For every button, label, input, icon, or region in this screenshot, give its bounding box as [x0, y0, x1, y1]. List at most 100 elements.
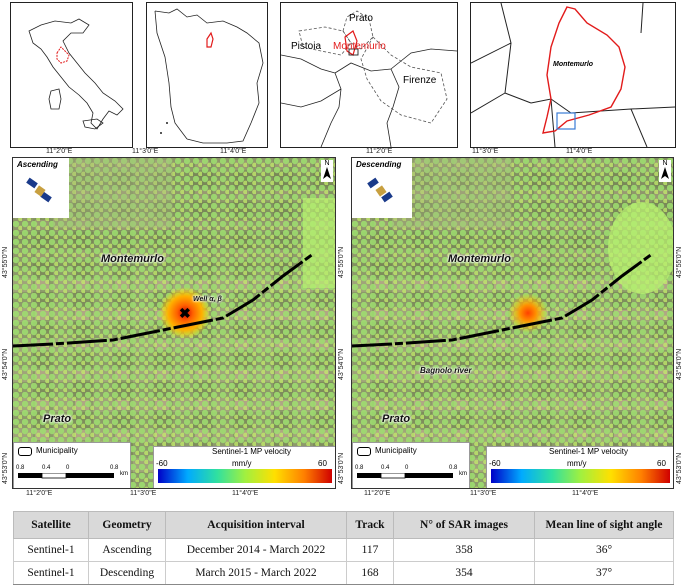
cell-geometry: Descending — [88, 561, 166, 585]
descending-velocity-map: Descending N Montemurlo Bagnolo river Pr… — [351, 157, 674, 489]
cell-satellite: Sentinel-1 — [13, 561, 89, 585]
velocity-max-label: 60 — [318, 459, 327, 468]
velocity-min-label: -60 — [489, 459, 501, 468]
x-grid-label-5: 11°3'0"E — [472, 148, 499, 155]
velocity-unit-label: mm/y — [232, 459, 252, 468]
descending-badge: Descending — [352, 158, 412, 218]
prato-label: Prato — [349, 13, 373, 24]
ascending-title: Ascending — [17, 160, 58, 169]
descending-title: Descending — [356, 160, 402, 169]
x-grid-label-3: 11°4'0"E — [220, 148, 247, 155]
scale-tick-3: 0 — [405, 465, 409, 471]
y-grid-label-right-1: 43°55'0"N — [676, 246, 683, 278]
satellite-icon — [26, 177, 52, 203]
scale-unit: km — [459, 471, 467, 477]
municipality-legend-swatch — [357, 447, 371, 456]
descending-prato-label: Prato — [382, 413, 411, 425]
north-arrow: N — [659, 160, 671, 182]
municipality-legend-label: Municipality — [375, 446, 417, 455]
scale-tick-1: 0.8 — [16, 465, 25, 471]
acquisition-table: Satellite Geometry Acquisition interval … — [13, 511, 674, 585]
municipality-legend-swatch — [18, 447, 32, 456]
header-acquisition-interval: Acquisition interval — [165, 511, 347, 539]
ascending-montemurlo-label: Montemurlo — [101, 253, 164, 265]
y-grid-label-left-3: 43°53'0"N — [2, 452, 9, 484]
cell-sar-images: 358 — [393, 538, 535, 562]
x-grid-label-6: 11°4'0"E — [566, 148, 593, 155]
x-grid-label-bottom-4: 11°2'0"E — [364, 490, 391, 497]
descending-satellite-imagery — [352, 158, 673, 488]
y-grid-label-right-3: 43°53'0"N — [676, 452, 683, 484]
municipality-outline — [471, 3, 675, 147]
cell-interval: March 2015 - March 2022 — [165, 561, 347, 585]
cell-track: 168 — [346, 561, 394, 585]
y-grid-label-mid-3: 43°53'0"N — [338, 452, 345, 484]
cell-track: 117 — [346, 538, 394, 562]
cell-satellite: Sentinel-1 — [13, 538, 89, 562]
x-grid-label-1: 11°2'0"E — [46, 148, 73, 155]
table-header-row: Satellite Geometry Acquisition interval … — [13, 511, 674, 539]
scale-tick-1: 0.8 — [355, 465, 364, 471]
descending-montemurlo-label: Montemurlo — [448, 253, 511, 265]
scale-tick-3: 0 — [66, 465, 70, 471]
well-label: Well α, β — [193, 296, 222, 303]
tuscany-outline — [154, 8, 264, 144]
cell-los-angle: 36° — [534, 538, 674, 562]
x-grid-label-bottom-6: 11°4'0"E — [572, 490, 599, 497]
italy-outline — [28, 18, 124, 130]
municipality-inset-label: Montemurlo — [553, 61, 594, 68]
ascending-velocity-map: ✖ Ascending N Montemurlo Well α, β Prato… — [12, 157, 336, 489]
header-sar-images: N° of SAR images — [393, 511, 535, 539]
scale-unit: km — [120, 471, 128, 477]
scale-bar — [18, 473, 114, 479]
header-geometry: Geometry — [88, 511, 166, 539]
y-grid-label-mid-1: 43°55'0"N — [338, 246, 345, 278]
cell-interval: December 2014 - March 2022 — [165, 538, 347, 562]
x-grid-label-bottom-5: 11°3'0"E — [470, 490, 497, 497]
ascending-velocity-legend: Sentinel-1 MP velocity -60 mm/y 60 — [153, 446, 335, 488]
velocity-max-label: 60 — [657, 459, 666, 468]
y-grid-label-right-2: 43°54'0"N — [676, 348, 683, 380]
north-label: N — [324, 160, 330, 167]
scale-bar — [357, 473, 453, 479]
velocity-legend-title: Sentinel-1 MP velocity — [212, 447, 291, 456]
velocity-unit-label: mm/y — [567, 459, 587, 468]
ascending-badge: Ascending — [13, 158, 69, 218]
x-grid-label-4: 11°2'0"E — [366, 148, 393, 155]
cell-geometry: Ascending — [88, 538, 166, 562]
table-row: Sentinel-1 Ascending December 2014 - Mar… — [13, 538, 674, 562]
velocity-colorbar — [491, 469, 670, 483]
municipality-legend-label: Municipality — [36, 446, 78, 455]
pistoia-label: Pistoia — [291, 41, 322, 52]
firenze-label: Firenze — [403, 75, 437, 86]
x-grid-label-bottom-2: 11°3'0"E — [130, 490, 157, 497]
velocity-min-label: -60 — [156, 459, 168, 468]
scale-tick-2: 0.4 — [381, 465, 390, 471]
y-grid-label-left-1: 43°55'0"N — [2, 246, 9, 278]
y-grid-label-mid-2: 43°54'0"N — [338, 348, 345, 380]
north-label: N — [662, 160, 668, 167]
tuscany-inset-map — [146, 2, 268, 148]
scale-tick-4: 0.8 — [110, 465, 119, 471]
scale-tick-4: 0.8 — [449, 465, 458, 471]
north-arrow-icon — [661, 167, 669, 179]
river-label: Bagnolo river — [420, 366, 472, 375]
y-grid-label-left-2: 43°54'0"N — [2, 348, 9, 380]
table-row: Sentinel-1 Descending March 2015 - March… — [13, 561, 674, 585]
north-arrow-icon — [323, 167, 331, 179]
north-arrow: N — [321, 160, 333, 182]
header-track: Track — [346, 511, 394, 539]
cell-los-angle: 37° — [534, 561, 674, 585]
municipality-inset-map: Montemurlo — [470, 2, 676, 148]
descending-velocity-legend: Sentinel-1 MP velocity -60 mm/y 60 — [486, 446, 673, 488]
ascending-prato-label: Prato — [43, 413, 72, 425]
well-marker: ✖ — [179, 305, 191, 321]
scale-tick-2: 0.4 — [42, 465, 51, 471]
satellite-icon — [367, 177, 393, 203]
header-los-angle: Mean line of sight angle — [534, 511, 674, 539]
ascending-scale-legend: Municipality 0.8 0.4 0 0.8 km — [13, 442, 131, 488]
descending-scale-legend: Municipality 0.8 0.4 0 0.8 km — [352, 442, 470, 488]
province-inset-map: Prato Pistoia Montemurlo Firenze — [280, 2, 458, 148]
montemurlo-label: Montemurlo — [333, 41, 386, 52]
x-grid-label-2: 11°3'0"E — [132, 148, 159, 155]
